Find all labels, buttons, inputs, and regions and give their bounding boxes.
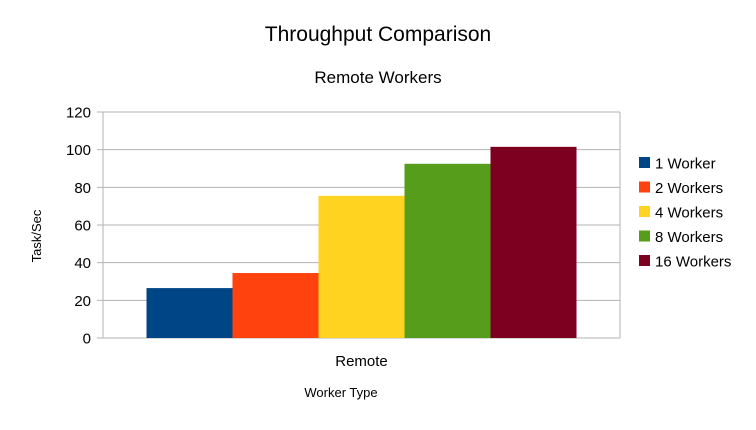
y-tick-label: 80 bbox=[74, 180, 91, 197]
legend-swatch bbox=[639, 230, 650, 242]
bar-4-workers bbox=[318, 195, 405, 338]
chart-subtitle: Remote Workers bbox=[314, 68, 441, 87]
legend-label: 4 Workers bbox=[655, 205, 723, 222]
x-axis-label: Worker Type bbox=[304, 385, 377, 400]
x-axis-ticks: Remote bbox=[335, 353, 388, 370]
chart-title: Throughput Comparison bbox=[265, 23, 491, 46]
bar-8-workers bbox=[404, 163, 491, 338]
legend: 1 Worker 2 Workers 4 Workers 8 Workers 16 Wo… bbox=[639, 156, 731, 271]
y-tick-label: 20 bbox=[74, 293, 91, 310]
legend-label: 1 Worker bbox=[655, 156, 716, 173]
legend-label: 16 Workers bbox=[655, 254, 731, 271]
y-tick-label: 120 bbox=[66, 105, 91, 122]
legend-label: 2 Workers bbox=[655, 180, 723, 197]
x-tick-label: Remote bbox=[335, 353, 388, 370]
y-tick-label: 100 bbox=[66, 142, 91, 159]
bar-16-workers bbox=[490, 146, 577, 338]
y-axis-ticks: 0 20 40 60 80 100 120 bbox=[66, 105, 91, 348]
y-tick-label: 0 bbox=[83, 331, 91, 348]
bar-2-workers bbox=[232, 273, 319, 338]
y-tick-label: 40 bbox=[74, 255, 91, 272]
bar-1-worker bbox=[146, 288, 233, 338]
legend-swatch bbox=[639, 206, 650, 217]
legend-swatch bbox=[639, 255, 650, 266]
legend-swatch bbox=[639, 181, 650, 193]
legend-label: 8 Workers bbox=[655, 229, 723, 246]
bars bbox=[146, 146, 577, 338]
legend-swatch bbox=[639, 157, 650, 168]
y-axis-label: Task/Sec bbox=[29, 209, 44, 262]
y-tick-label: 60 bbox=[74, 218, 91, 235]
